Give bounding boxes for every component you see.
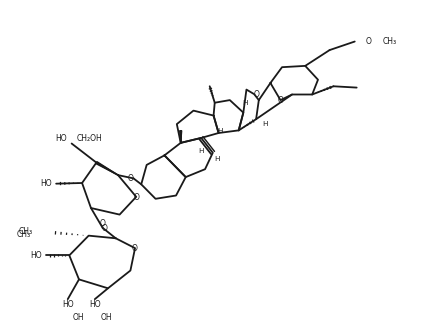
Text: HO: HO — [89, 300, 101, 308]
Text: O: O — [101, 224, 107, 233]
Text: O: O — [127, 174, 133, 183]
Text: HO: HO — [40, 179, 52, 188]
Text: H: H — [217, 128, 222, 134]
Polygon shape — [95, 162, 118, 175]
Text: H: H — [241, 100, 247, 106]
Text: H: H — [198, 148, 203, 154]
Text: O: O — [253, 90, 259, 99]
Text: HO: HO — [31, 251, 42, 260]
Text: H: H — [261, 121, 267, 127]
Text: CH₃: CH₃ — [381, 37, 396, 46]
Text: HO: HO — [62, 300, 74, 308]
Text: H: H — [214, 156, 220, 162]
Text: CH₃: CH₃ — [19, 227, 33, 236]
Text: CH₂OH: CH₂OH — [77, 134, 102, 143]
Text: O: O — [99, 219, 105, 228]
Text: O: O — [134, 193, 140, 202]
Text: CH₃: CH₃ — [16, 230, 31, 239]
Text: O: O — [365, 37, 371, 46]
Text: HO: HO — [55, 134, 67, 143]
Text: OH: OH — [100, 313, 112, 322]
Text: O: O — [277, 96, 283, 105]
Polygon shape — [179, 131, 181, 143]
Text: OH: OH — [72, 313, 84, 322]
Text: O: O — [132, 244, 138, 253]
